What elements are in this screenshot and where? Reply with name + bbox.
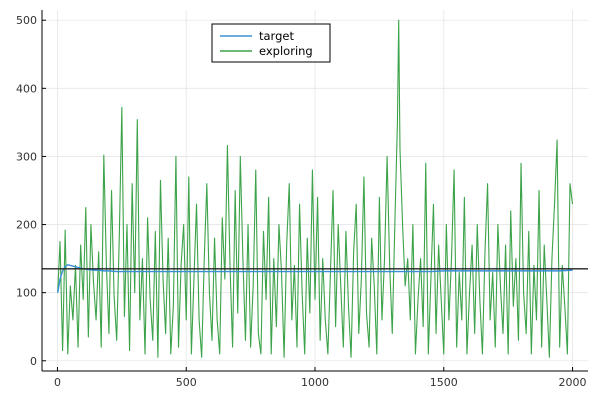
x-tick-label: 500 — [176, 376, 197, 389]
y-tick-label: 100 — [16, 287, 37, 300]
grid — [42, 10, 588, 371]
legend-label-exploring: exploring — [259, 44, 313, 58]
y-tick-label: 400 — [16, 82, 37, 95]
y-tick-label: 0 — [30, 355, 37, 368]
axes — [41, 10, 588, 372]
x-tick-label: 2000 — [559, 376, 587, 389]
x-tick-label: 0 — [54, 376, 61, 389]
y-tick-label: 300 — [16, 150, 37, 163]
series-layer — [57, 19, 574, 358]
x-tick-label: 1000 — [301, 376, 329, 389]
series-line-target — [57, 264, 573, 293]
legend-box — [211, 23, 331, 63]
x-tick-label: 1500 — [430, 376, 458, 389]
y-tick-label: 500 — [16, 14, 37, 27]
legend-label-target: target — [259, 29, 294, 43]
y-tick-label: 200 — [16, 219, 37, 232]
tick-labels: 0 500 1000 1500 2000 0 100 200 300 400 500 — [16, 14, 587, 389]
series-line-exploring — [57, 19, 574, 358]
